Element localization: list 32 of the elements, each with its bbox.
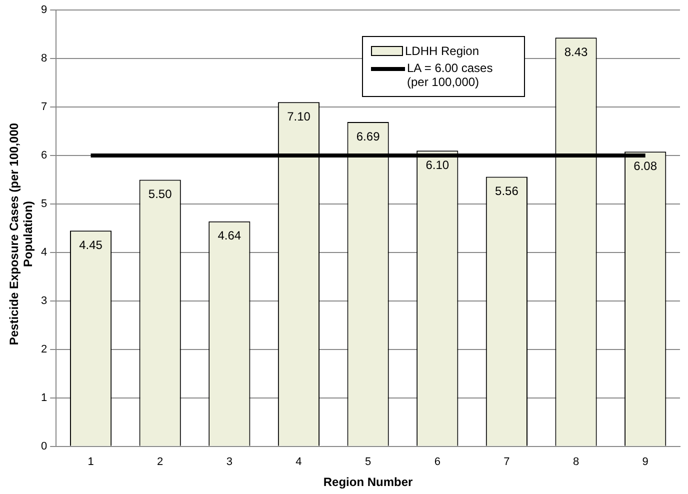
y-tick-label: 2 [40, 343, 48, 356]
x-axis-title: Region Number [323, 475, 414, 490]
y-tick-label: 3 [40, 294, 48, 307]
x-tick-label: 2 [157, 456, 164, 468]
y-tick-label: 1 [40, 392, 48, 404]
x-tick-label: 4 [296, 456, 302, 468]
y-tick-label: 0 [40, 440, 48, 452]
y-axis-title: Pesticide Exposure Cases (per 100,000 Population) [7, 122, 35, 348]
y-tick-label: 6 [40, 150, 48, 162]
data-label: 8.43 [564, 44, 588, 59]
data-label: 7.10 [287, 109, 311, 124]
y-tick-label: 4 [40, 246, 48, 258]
x-tick-label: 3 [226, 456, 232, 468]
data-label: 6.10 [426, 158, 450, 172]
legend-label: LDHH Region [405, 44, 480, 58]
y-tick-label: 7 [40, 101, 48, 114]
x-tick-label: 5 [364, 456, 372, 468]
data-label: 5.50 [148, 187, 172, 202]
x-tick-label: 1 [88, 456, 94, 468]
y-tick-label: 8 [40, 52, 48, 65]
data-label: 6.69 [356, 129, 380, 144]
data-label: 6.08 [634, 158, 658, 173]
x-tick-label: 6 [434, 456, 440, 468]
x-tick-label: 7 [504, 456, 510, 468]
x-tick-label: 8 [572, 456, 580, 468]
data-label: 5.56 [495, 184, 519, 198]
y-tick-label: 9 [40, 4, 48, 16]
data-label: 4.64 [218, 228, 242, 243]
data-label: 4.45 [79, 238, 103, 252]
y-tick-label: 5 [40, 198, 48, 210]
legend-label: LA = 6.00 cases (per 100,000) [407, 61, 494, 89]
x-tick-label: 9 [642, 456, 648, 468]
